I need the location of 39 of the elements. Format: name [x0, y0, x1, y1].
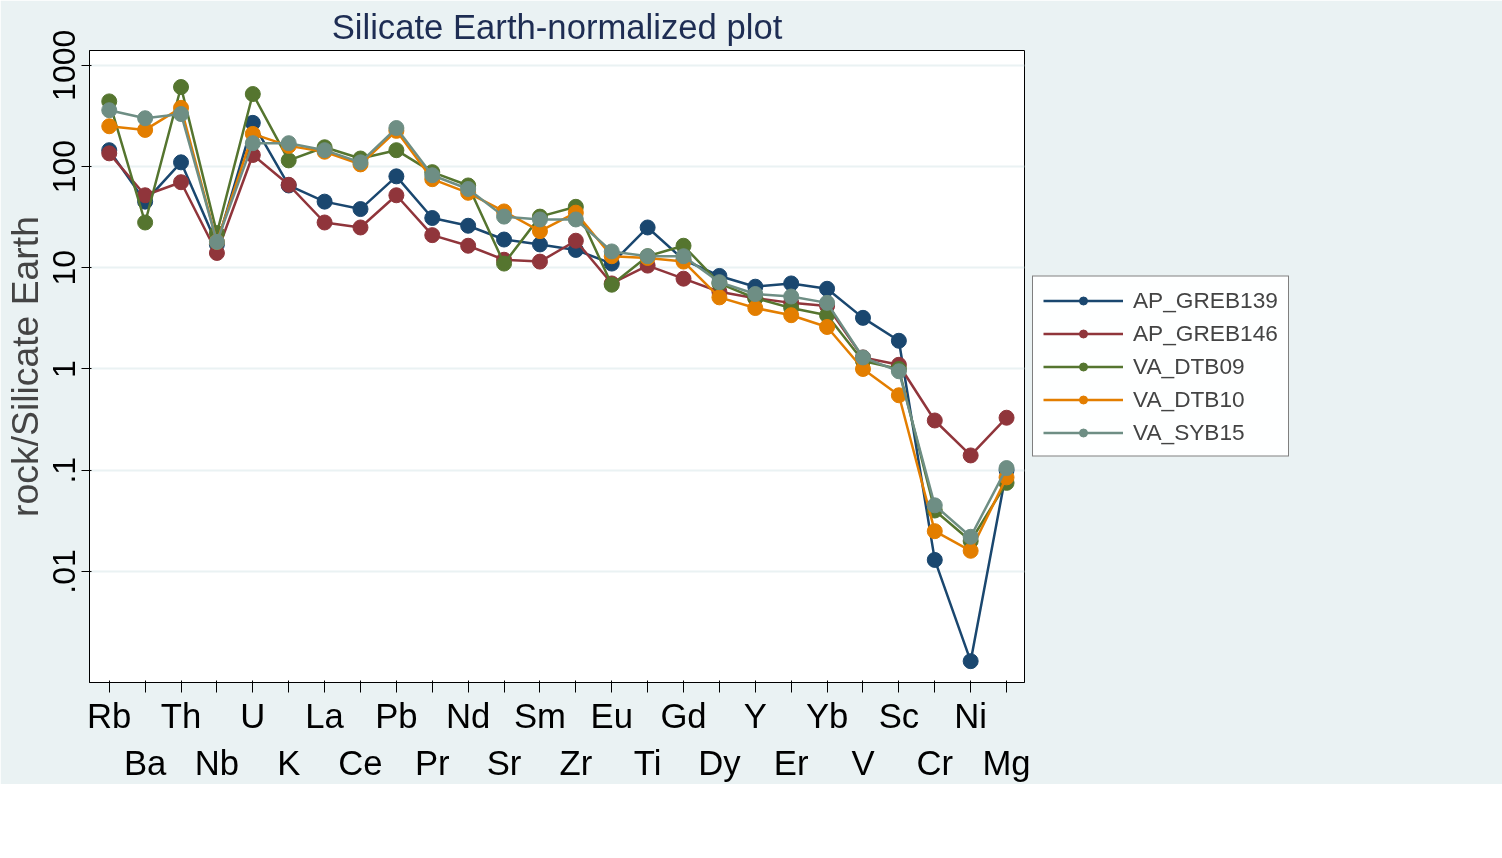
x-tick-label: Sc: [878, 696, 920, 735]
x-tick-label: Ni: [954, 696, 988, 735]
chart-title: Silicate Earth-normalized plot: [331, 7, 783, 46]
x-tick-label: Eu: [590, 696, 633, 735]
x-tick-label: K: [277, 743, 301, 782]
y-tick-label: 100: [46, 139, 83, 194]
x-tick-label: Sm: [513, 696, 566, 735]
x-tick-label: Y: [743, 696, 767, 735]
x-tick-label: Nb: [194, 743, 240, 782]
x-tick-label: Th: [160, 696, 202, 735]
legend-label: AP_GREB139: [1133, 286, 1278, 314]
x-tick-label: Pr: [414, 743, 450, 782]
x-tick-label: Ba: [123, 743, 168, 782]
y-tick-label: 1: [46, 360, 83, 378]
x-tick-label: Sr: [486, 743, 522, 782]
x-tick-label: Rb: [87, 696, 132, 735]
y-axis-title: rock/Silicate Earth: [3, 216, 46, 517]
x-tick-label: Ce: [338, 743, 383, 782]
x-tick-label: U: [240, 696, 266, 735]
y-tick-label: .01: [46, 549, 83, 594]
x-tick-label: Gd: [660, 696, 707, 735]
x-tick-label: Er: [773, 743, 809, 782]
legend-label: VA_SYB15: [1133, 418, 1245, 446]
x-tick-label: Cr: [916, 743, 954, 782]
x-tick-label: V: [851, 743, 875, 782]
y-tick-label: 10: [46, 249, 83, 286]
x-tick-label: Yb: [805, 696, 849, 735]
x-tick-label: Zr: [559, 743, 593, 782]
x-tick-label: Nd: [446, 696, 491, 735]
x-tick-label: Mg: [982, 743, 1031, 782]
x-tick-label: Ti: [633, 743, 662, 782]
legend-label: AP_GREB146: [1133, 319, 1278, 347]
legend-label: VA_DTB10: [1133, 385, 1245, 413]
x-tick-label: Pb: [375, 696, 418, 735]
x-tick-label: Dy: [698, 743, 742, 782]
y-tick-label: 1000: [46, 29, 83, 101]
x-tick-label: La: [305, 696, 345, 735]
legend-label: VA_DTB09: [1133, 352, 1245, 380]
y-tick-label: .1: [46, 456, 83, 484]
